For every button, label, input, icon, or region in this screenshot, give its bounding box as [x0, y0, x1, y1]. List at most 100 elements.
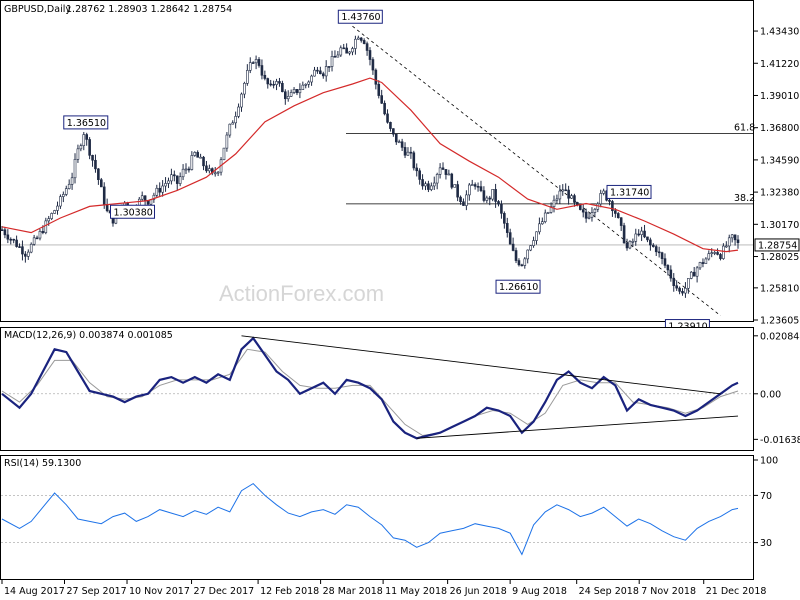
- candle-body: [476, 186, 480, 188]
- candle-body: [669, 269, 673, 279]
- candle-body: [692, 271, 696, 277]
- candle-body: [497, 201, 500, 205]
- candle-body: [660, 252, 664, 259]
- candle-body: [269, 83, 272, 86]
- candle-body: [468, 184, 471, 196]
- price-annotation-label: 1.36510: [67, 118, 106, 129]
- price-annotation-label: 1.30380: [114, 207, 153, 218]
- candle-body: [365, 43, 369, 51]
- candle-body: [348, 51, 351, 54]
- candle-body: [678, 287, 681, 292]
- candle-body: [400, 141, 404, 148]
- candle-body: [570, 195, 573, 199]
- candle-body: [88, 139, 91, 156]
- candle-body: [0, 229, 4, 232]
- candle-body: [441, 167, 445, 170]
- candle-body: [3, 229, 7, 236]
- candle-body: [41, 231, 45, 233]
- candle-body: [447, 173, 451, 176]
- candle-body: [260, 65, 264, 76]
- candle-body: [652, 244, 655, 247]
- candle-body: [716, 252, 719, 255]
- y-tick-label: 30: [760, 538, 772, 549]
- candle-body: [529, 245, 532, 251]
- candle-body: [362, 40, 366, 44]
- candle-body: [272, 83, 275, 86]
- candle-body: [222, 147, 226, 161]
- candle-body: [76, 148, 80, 160]
- candle-body: [9, 238, 13, 241]
- candle-body: [403, 147, 407, 156]
- candle-body: [321, 73, 325, 77]
- candle-body: [707, 253, 711, 260]
- candle-body: [208, 168, 211, 172]
- candle-body: [50, 213, 53, 219]
- candle-body: [170, 174, 173, 182]
- candle-body: [552, 199, 556, 207]
- candle-body: [284, 91, 287, 100]
- price-annotation-label: 1.31740: [610, 187, 649, 198]
- candle-body: [725, 245, 728, 248]
- candle-body: [333, 56, 337, 58]
- candle-body: [248, 62, 252, 71]
- candle-body: [21, 246, 24, 255]
- candle-body: [357, 37, 360, 40]
- candle-body: [628, 241, 632, 249]
- candle-body: [152, 194, 156, 200]
- candle-body: [596, 203, 600, 210]
- candle-body: [689, 271, 693, 279]
- candle-body: [237, 106, 240, 117]
- candle-body: [614, 210, 617, 214]
- candle-body: [175, 175, 179, 184]
- fib-level-label: 61.8: [734, 123, 755, 134]
- candle-body: [430, 185, 433, 190]
- candle-body: [102, 186, 106, 205]
- candle-body: [619, 217, 623, 226]
- candle-body: [567, 189, 570, 199]
- price-annotation-box: [63, 115, 109, 130]
- candle-body: [713, 252, 716, 254]
- macd-panel[interactable]: MACD(12,26,9) 0.003874 0.001085 0.020848…: [0, 327, 800, 451]
- candle-body: [394, 133, 398, 143]
- candle-body: [196, 152, 199, 158]
- candle-body: [412, 152, 416, 169]
- candle-body: [257, 59, 261, 66]
- x-tick-label: 12 Feb 2018: [260, 586, 319, 597]
- candle-body: [345, 47, 348, 54]
- candle-body: [354, 38, 357, 49]
- candle-body: [727, 237, 731, 247]
- candle-body: [35, 237, 39, 240]
- y-tick-label: 1.41220: [760, 59, 799, 70]
- x-tick-label: 27 Sep 2017: [67, 586, 127, 597]
- candle-body: [710, 252, 714, 254]
- candle-body: [26, 251, 30, 257]
- candle-body: [56, 205, 59, 211]
- rsi-panel[interactable]: RSI(14) 59.1300 100 70 30: [0, 455, 779, 580]
- candle-body: [485, 197, 489, 201]
- candle-body: [608, 199, 611, 202]
- candle-body: [730, 234, 734, 239]
- candle-body: [511, 243, 515, 251]
- candle-body: [47, 218, 51, 222]
- candle-body: [79, 145, 83, 150]
- candle-body: [254, 59, 258, 64]
- candle-body: [213, 172, 217, 175]
- fib-level-label: 38.2: [734, 193, 755, 204]
- x-tick-label: 26 Jun 2018: [450, 586, 507, 597]
- candle-body: [500, 203, 503, 214]
- candle-body: [193, 152, 197, 156]
- candle-body: [336, 54, 340, 58]
- y-tick-label: 0.00: [760, 389, 781, 400]
- y-tick-label: 1.43430: [760, 27, 799, 38]
- candle-body: [409, 151, 413, 154]
- candle-body: [59, 196, 62, 207]
- y-tick-label: -0.016389: [760, 435, 800, 446]
- candle-body: [181, 168, 185, 178]
- candle-body: [389, 122, 392, 129]
- candle-body: [584, 211, 588, 219]
- macd-trendline: [241, 335, 721, 395]
- price-panel[interactable]: GBPUSD,Daily 1.28762 1.28903 1.28642 1.2…: [0, 0, 800, 334]
- candle-body: [444, 169, 448, 175]
- candle-body: [397, 141, 401, 144]
- candle-body: [178, 176, 182, 184]
